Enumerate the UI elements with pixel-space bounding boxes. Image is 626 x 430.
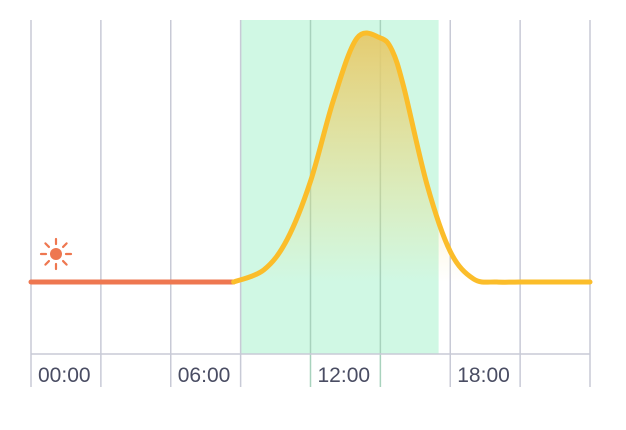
tick-label: 12:00	[318, 364, 371, 387]
tick-label: 18:00	[457, 364, 510, 387]
sun-icon	[39, 237, 73, 271]
series-line-after	[231, 30, 593, 285]
area-fill	[233, 32, 590, 283]
tick-label: 06:00	[178, 364, 231, 387]
tick-label: 00:00	[38, 364, 91, 387]
x-axis-ticks: 00:00 06:00 12:00 18:00	[38, 364, 510, 387]
